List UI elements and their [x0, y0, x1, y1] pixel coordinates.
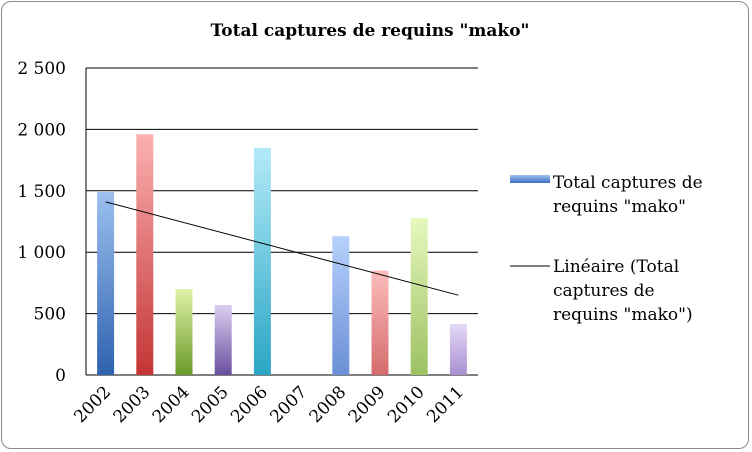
y-tick-label: 1 500	[17, 182, 66, 202]
bar-2006	[253, 147, 271, 375]
x-tick-label: 2007	[266, 382, 311, 427]
y-tick-label: 0	[55, 366, 66, 386]
x-tick-label: 2009	[345, 382, 390, 427]
bar-2008	[332, 236, 350, 375]
x-tick-label: 2002	[70, 382, 115, 427]
legend-label-trendline: Linéaire (Total captures de requins "mako"…	[553, 257, 693, 325]
y-tick-label: 1 000	[17, 243, 66, 263]
bar-2004	[175, 289, 193, 375]
trendline	[105, 201, 459, 296]
y-axis-ticks: 0 500 1 000 1 500 2 000 2 500	[17, 59, 66, 386]
x-tick-label: 2003	[110, 382, 155, 427]
bar-2009	[371, 270, 389, 375]
chart-title: Total captures de requins "mako"	[211, 21, 530, 41]
bar-2002	[97, 192, 115, 375]
legend: Total captures de requins "mako" Linéaire…	[510, 173, 703, 325]
bars	[97, 134, 467, 375]
y-tick-label: 2 500	[17, 59, 66, 79]
x-tick-label: 2011	[423, 382, 468, 427]
x-tick-label: 2010	[384, 382, 429, 427]
x-tick-label: 2005	[188, 382, 233, 427]
bar-2011	[449, 324, 467, 375]
x-tick-label: 2006	[227, 382, 272, 427]
trendline-path	[105, 201, 459, 296]
y-tick-label: 500	[34, 305, 66, 325]
legend-label-series: Total captures de requins "mako"	[553, 173, 703, 217]
x-tick-label: 2008	[306, 382, 351, 427]
legend-swatch-series	[510, 175, 550, 183]
x-tick-label: 2004	[149, 382, 194, 427]
bar-2003	[136, 134, 154, 375]
bar-2010	[410, 217, 428, 375]
y-tick-label: 2 000	[17, 120, 66, 140]
bar-2005	[214, 305, 232, 375]
